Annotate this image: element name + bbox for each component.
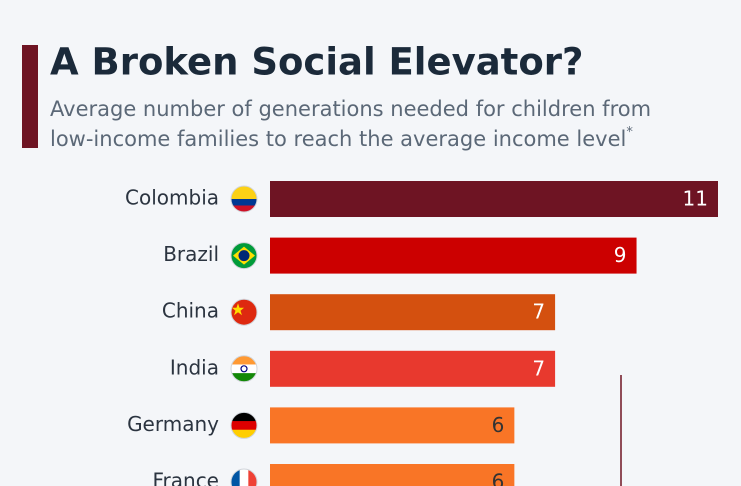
- bar: [270, 350, 556, 387]
- flag-stripe: [231, 412, 257, 422]
- flag-icon: [231, 242, 257, 269]
- flag-wheel: [240, 365, 248, 373]
- category-label: Germany: [127, 412, 219, 436]
- flag-icon: [231, 186, 257, 212]
- flag-stripe: [231, 364, 257, 374]
- footnote-mark: *: [626, 125, 633, 140]
- bar: [270, 294, 556, 331]
- bar: [270, 181, 718, 217]
- accent-bar: [22, 45, 38, 148]
- category-label: Colombia: [125, 186, 219, 210]
- value-label: 7: [532, 300, 545, 324]
- flag-stripe: [231, 373, 257, 382]
- flag-icon: [231, 355, 257, 382]
- flag-stripe: [231, 469, 241, 486]
- category-label: China: [162, 299, 219, 323]
- flag-ring: [230, 242, 258, 270]
- flag-ring: [230, 185, 258, 213]
- flag-stripe: [231, 429, 257, 439]
- flag-icon: [231, 412, 257, 439]
- bar: [270, 407, 515, 444]
- flag-globe: [238, 250, 250, 262]
- flag-stripe: [231, 205, 257, 212]
- flag-stripe: [231, 199, 257, 206]
- value-label: 6: [492, 470, 505, 486]
- flag-stripe: [231, 421, 257, 431]
- flag-ring: [230, 411, 258, 439]
- flag-ring: [230, 355, 258, 383]
- flag-stripe: [231, 186, 257, 199]
- subtitle-line: low-income families to reach the average…: [50, 127, 626, 151]
- category-label: India: [170, 355, 219, 379]
- value-label: 11: [683, 187, 708, 211]
- subtitle: Average number of generations needed for…: [50, 97, 651, 121]
- bar: [270, 237, 637, 274]
- flag-icon: [231, 299, 257, 326]
- value-label: 7: [532, 356, 545, 380]
- chart-title: A Broken Social Elevator?: [50, 41, 583, 84]
- flag-stripe: [231, 355, 257, 365]
- flag-ring: [230, 298, 258, 326]
- value-label: 6: [492, 413, 505, 437]
- flag-stripe: [239, 469, 249, 486]
- flag-icon: [231, 469, 257, 486]
- category-label: France: [152, 469, 219, 486]
- subtitle: low-income families to reach the average…: [50, 125, 633, 152]
- flag-stripe: [248, 469, 257, 486]
- bar: [270, 464, 515, 486]
- value-label: 9: [614, 243, 627, 267]
- flag-ring: [230, 468, 258, 486]
- flag-star: [232, 303, 244, 316]
- category-label: Brazil: [163, 242, 219, 266]
